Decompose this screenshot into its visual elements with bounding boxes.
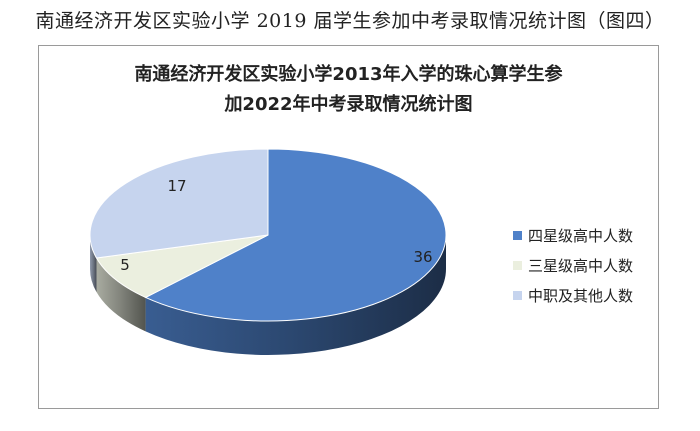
legend-swatch xyxy=(513,230,522,240)
pie-slice-side xyxy=(96,258,146,332)
legend-label: 中职及其他人数 xyxy=(528,286,634,305)
chart-title-line-1: 南通经济开发区实验小学2013年入学的珠心算学生参 xyxy=(134,64,563,85)
legend-label: 四星级高中人数 xyxy=(528,226,634,245)
pie-chart: 36 5 17 xyxy=(89,148,447,355)
legend-label: 三星级高中人数 xyxy=(528,256,634,275)
legend-item: 三星级高中人数 xyxy=(513,250,633,280)
data-label: 5 xyxy=(120,256,130,274)
pie-slice-side xyxy=(145,235,447,355)
data-label: 36 xyxy=(413,248,432,266)
legend-swatch xyxy=(513,290,522,300)
legend: 四星级高中人数 三星级高中人数 中职及其他人数 xyxy=(513,220,633,310)
pie-slice xyxy=(95,234,269,298)
legend-item: 四星级高中人数 xyxy=(513,220,633,250)
pie-slice xyxy=(144,148,447,322)
pie-slice xyxy=(89,148,269,259)
data-label: 17 xyxy=(167,177,186,195)
chart-title-line-2: 加2022年中考录取情况统计图 xyxy=(224,94,473,115)
chart-title: 南通经济开发区实验小学2013年入学的珠心算学生参 加2022年中考录取情况统计… xyxy=(39,60,658,120)
pie-slice-side xyxy=(90,235,97,293)
caption: 南通经济开发区实验小学 2019 届学生参加中考录取情况统计图（图四） xyxy=(35,10,665,32)
chart-frame: 南通经济开发区实验小学2013年入学的珠心算学生参 加2022年中考录取情况统计… xyxy=(38,45,659,409)
legend-swatch xyxy=(513,260,522,270)
legend-item: 中职及其他人数 xyxy=(513,280,633,310)
